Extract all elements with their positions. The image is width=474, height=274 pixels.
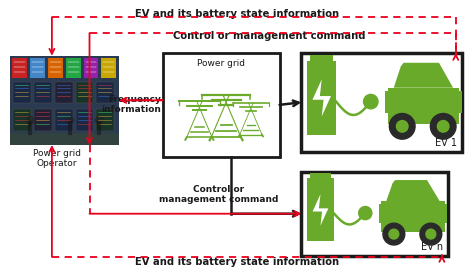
Bar: [388, 88, 459, 124]
Bar: [310, 173, 331, 180]
Circle shape: [26, 116, 34, 124]
Bar: [307, 61, 336, 135]
Bar: [10, 56, 119, 145]
Bar: [55, 109, 73, 131]
Bar: [10, 133, 119, 145]
Bar: [83, 58, 99, 78]
Bar: [48, 58, 63, 78]
Text: Frequency
information: Frequency information: [101, 95, 161, 114]
Bar: [66, 58, 81, 78]
Circle shape: [430, 113, 456, 139]
Bar: [96, 82, 114, 103]
Bar: [76, 109, 93, 131]
Circle shape: [359, 207, 372, 220]
Bar: [30, 58, 45, 78]
Bar: [301, 53, 462, 152]
Bar: [83, 58, 99, 78]
Circle shape: [383, 223, 405, 245]
Circle shape: [389, 229, 399, 239]
Bar: [459, 91, 462, 113]
Bar: [101, 58, 116, 78]
Bar: [12, 58, 27, 78]
Polygon shape: [394, 63, 453, 88]
Text: Control or management command: Control or management command: [173, 31, 366, 41]
Bar: [96, 109, 114, 131]
Bar: [66, 58, 81, 78]
Bar: [30, 58, 45, 78]
Polygon shape: [386, 180, 440, 201]
Bar: [310, 55, 333, 62]
Bar: [34, 109, 52, 131]
Bar: [48, 58, 63, 78]
Bar: [307, 178, 334, 241]
Text: Power grid
Operator: Power grid Operator: [33, 149, 81, 168]
Circle shape: [396, 121, 408, 132]
Bar: [163, 53, 280, 157]
Bar: [76, 82, 93, 103]
Bar: [301, 172, 448, 256]
Circle shape: [426, 229, 436, 239]
Text: EV n: EV n: [421, 242, 443, 252]
Text: EV 1: EV 1: [435, 138, 457, 148]
Bar: [385, 91, 388, 113]
Bar: [55, 82, 73, 103]
Bar: [379, 204, 381, 223]
Bar: [445, 204, 447, 223]
Text: EV and its battery state information: EV and its battery state information: [135, 9, 339, 19]
Bar: [381, 201, 445, 232]
Bar: [13, 82, 31, 103]
Text: Power grid: Power grid: [197, 59, 245, 68]
Bar: [101, 58, 116, 78]
Polygon shape: [312, 194, 328, 226]
Bar: [34, 82, 52, 103]
Bar: [12, 58, 27, 78]
Circle shape: [438, 121, 449, 132]
Circle shape: [66, 116, 73, 124]
Text: Control or
management command: Control or management command: [158, 185, 278, 204]
Bar: [13, 109, 31, 131]
Circle shape: [95, 116, 103, 124]
Text: EV and its battery state information: EV and its battery state information: [135, 257, 339, 267]
Polygon shape: [312, 79, 331, 116]
Circle shape: [390, 113, 415, 139]
Circle shape: [364, 95, 378, 109]
Circle shape: [420, 223, 442, 245]
